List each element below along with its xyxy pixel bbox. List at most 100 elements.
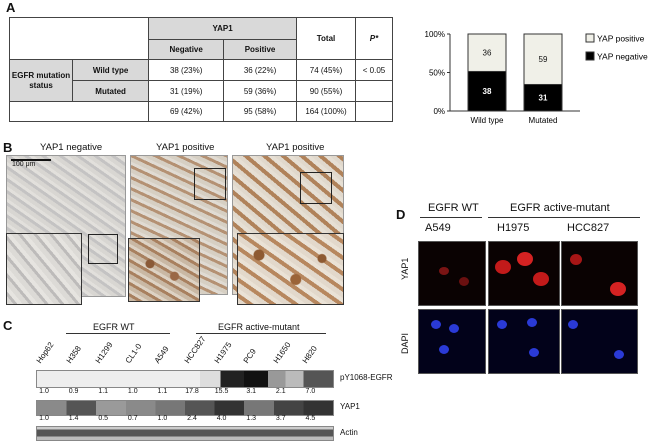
wb-cell-h1975: H1975 [212,340,234,365]
cell-mut-positive: 59 (36%) [223,80,297,102]
band-label-pyegfr: pY1068-EGFR [340,373,393,382]
legend-swatch [585,33,595,43]
if-row-yap1: YAP1 [400,257,410,280]
if-col-h1975: H1975 [497,222,530,234]
wb-wt-bracket [66,333,170,334]
if-col-hcc827: HCC827 [567,222,610,234]
hist-label-positive-1: YAP1 positive [156,142,215,153]
wb-cell-cl1-0: CL1-0 [123,341,144,365]
wb-cell-h358: H358 [64,344,83,365]
if-dapi-h1975 [488,309,560,374]
cell-wild-positive: 36 (22%) [223,59,297,81]
legend-label: YAP negative [597,52,648,62]
cell-sum-negative: 69 (42%) [148,101,225,122]
wb-value: 3.1 [246,388,257,395]
band-label-yap1: YAP1 [340,402,360,411]
yap1-header: YAP1 [148,17,297,40]
wb-cell-hop62: Hop62 [34,340,56,365]
panel-label-a: A [6,0,16,15]
bar-yap-positive [467,33,507,72]
wb-value: 7.0 [305,388,316,395]
data-label-negative: 38 [483,87,492,96]
cell-sum-total: 164 (100%) [296,101,356,122]
wb-value: 4.5 [305,415,316,422]
if-col-a549: A549 [425,222,451,234]
wb-cell-h820: H820 [301,344,320,365]
wb-value: 1.4 [68,415,79,422]
wb-value: 1.0 [127,388,138,395]
scale-bar-label: 100 μm [12,161,36,168]
blot-actin [36,426,334,441]
wb-value: 1.1 [98,388,109,395]
panel-label-c: C [3,318,13,333]
zoom-box [300,172,332,204]
wb-value: 17.8 [185,388,199,395]
zoom-box [88,234,118,264]
cell-mut-total: 90 (55%) [296,80,356,102]
panel-label-b: B [3,140,13,155]
wb-group-mut: EGFR active-mutant [218,322,300,332]
bar-yap-positive [523,33,563,85]
if-mut-bracket [488,217,640,218]
data-label-negative: 31 [539,94,548,103]
if-wt-bracket [420,217,482,218]
hist-label-positive-2: YAP1 positive [266,142,325,153]
band-label-actin: Actin [340,428,358,437]
if-yap1-h1975 [488,241,560,306]
if-group-mut: EGFR active-mutant [510,202,610,214]
if-group-wt: EGFR WT [428,202,479,214]
egfr-status-label: EGFR mutation status [9,59,73,102]
wb-value: 1.0 [39,388,49,395]
wb-value: 2.4 [187,415,197,422]
wb-value: 3.7 [275,415,286,422]
y-tick-label: 0% [433,107,445,116]
wb-cell-h1299: H1299 [93,340,115,365]
if-yap1-a549 [418,241,486,306]
wb-value: 1.0 [39,415,49,422]
if-dapi-a549 [418,309,486,374]
cell-wild-total: 74 (45%) [296,59,356,81]
total-header: Total [296,17,356,60]
wb-cell-hcc827: HCC827 [182,334,208,365]
data-label-positive: 36 [483,49,492,58]
wb-cell-a549: A549 [153,344,172,365]
wb-value: 0.5 [98,415,109,422]
if-row-dapi: DAPI [400,332,410,354]
if-dapi-hcc827 [561,309,638,374]
p-value-header: P* [355,17,393,60]
x-tick-label: Mutated [529,116,558,125]
row-wild-type: Wild type [71,59,150,81]
cell-wild-negative: 38 (23%) [148,59,225,81]
inset-yap-negative [6,233,82,305]
wb-group-wt: EGFR WT [93,322,135,332]
blot-pyegfr [36,370,334,388]
wb-value: 15.5 [214,388,229,395]
inset-yap-positive-2 [237,233,344,305]
wb-cell-h1650: H1650 [271,340,293,365]
wb-value: 1.3 [246,415,257,422]
y-tick-label: 50% [429,69,445,78]
wb-value: 0.7 [127,415,138,422]
legend-label: YAP positive [597,34,645,44]
data-label-positive: 59 [539,55,548,64]
zoom-box [194,168,226,200]
yap1-egfr-table: YAP1 Total P* Negative Positive EGFR mut… [8,17,393,122]
x-tick-label: Wild type [471,116,504,125]
positive-header: Positive [223,39,297,60]
y-tick-label: 100% [425,30,445,39]
blot-yap1 [36,400,334,416]
wb-value: 1.0 [157,415,168,422]
wb-mut-bracket [196,333,326,334]
cell-mut-negative: 31 (19%) [148,80,225,102]
bar-yap-negative [467,70,507,112]
row-mutated: Mutated [71,80,150,102]
hist-label-negative: YAP1 negative [40,142,103,153]
wb-cell-pc9: PC9 [241,347,259,365]
cell-p-value: < 0.05 [355,59,393,81]
if-yap1-hcc827 [561,241,638,306]
cell-sum-positive: 95 (58%) [223,101,297,122]
yap-stacked-bar-chart: 0% 50% 100% 38 36 Wild type 31 59 Mutated YAP pos… [425,30,648,125]
wb-value: 2.1 [275,388,286,395]
wb-value: 4.0 [216,415,227,422]
wb-value: 1.1 [157,388,168,395]
